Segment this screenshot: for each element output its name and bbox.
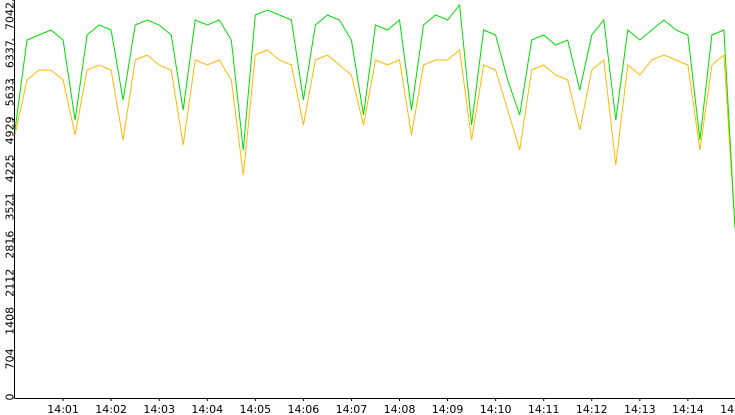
x-tick-label: 14:03: [143, 403, 175, 415]
x-tick-label: 14:10: [480, 403, 512, 415]
series-line: [14, 3, 735, 229]
y-tick-label: 6337: [4, 40, 17, 68]
y-tick-label: 2816: [4, 231, 17, 259]
y-tick-label: 7042: [4, 2, 17, 30]
y-tick-label: 704: [4, 348, 17, 369]
y-tick-label: 4929: [4, 116, 17, 144]
y-tick-label: 4225: [4, 154, 17, 182]
x-tick-label: 14:13: [624, 403, 656, 415]
x-tick-label: 14:09: [432, 403, 464, 415]
y-tick-label: 0: [4, 394, 17, 401]
x-tick-label: 14:14: [672, 403, 704, 415]
y-tick-label: 2112: [4, 269, 17, 297]
x-tick-label: 14:12: [576, 403, 608, 415]
series-line: [14, 49, 735, 229]
x-tick-label: 14:05: [239, 403, 271, 415]
x-tick-label: 14:08: [384, 403, 416, 415]
x-tick-label: 14:11: [528, 403, 560, 415]
y-tick-label: 1408: [4, 307, 17, 335]
x-tick-label: 14:02: [95, 403, 127, 415]
x-tick-label: 14:07: [336, 403, 368, 415]
y-tick-label: 5633: [4, 78, 17, 106]
x-tick-label: 14:15: [720, 403, 735, 415]
x-tick-label: 14:01: [47, 403, 79, 415]
x-tick-label: 14:06: [288, 403, 320, 415]
x-tick-label: 14:04: [191, 403, 223, 415]
